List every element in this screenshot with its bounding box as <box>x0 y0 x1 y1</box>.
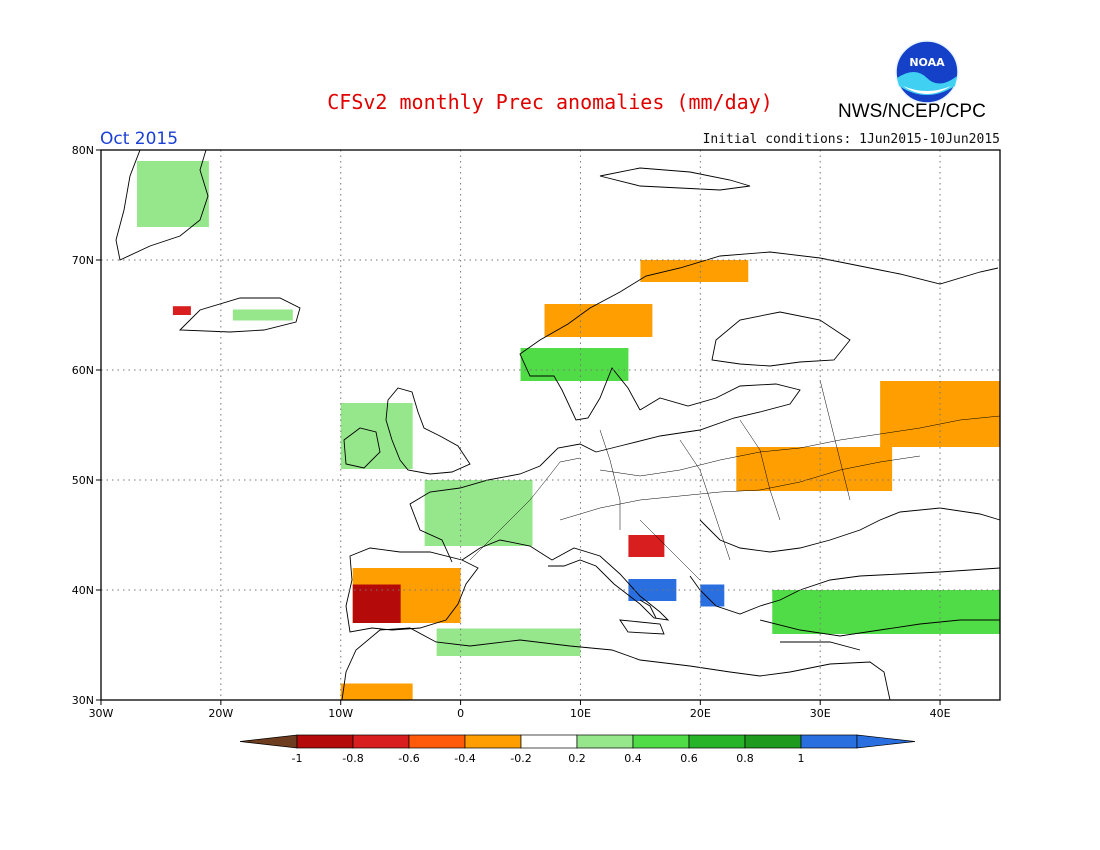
grid-lines <box>101 150 1000 700</box>
colorbar-swatch <box>632 734 690 749</box>
anomaly-region <box>352 584 401 623</box>
anomaly-region <box>640 260 749 282</box>
lon-tick-label: 20E <box>690 707 711 720</box>
anomaly-region <box>340 683 413 700</box>
colorbar-swatch <box>296 734 354 749</box>
colorbar-swatch <box>352 734 410 749</box>
anomaly-region <box>172 306 191 315</box>
anomaly-region <box>700 584 725 607</box>
colorbar-swatch <box>520 734 578 749</box>
lon-tick-label: 10W <box>328 707 353 720</box>
anomaly-cells <box>136 161 1000 700</box>
colorbar-label: 1 <box>798 752 805 765</box>
forecast-month: Oct 2015 <box>100 129 179 149</box>
lat-tick-label: 40N <box>72 584 94 597</box>
colorbar-swatch <box>800 734 858 749</box>
colorbar-label: -0.2 <box>510 752 531 765</box>
colorbar-label: 0.2 <box>568 752 586 765</box>
initial-conditions: Initial conditions: 1Jun2015-10Jun2015 <box>702 132 1000 147</box>
colorbar-swatch <box>688 734 746 749</box>
colorbar-label: -0.4 <box>454 752 475 765</box>
lat-tick-label: 80N <box>72 144 94 157</box>
country-borders <box>469 379 1001 581</box>
colorbar: -1 -0.8 -0.6 -0.4 -0.2 0.2 0.4 0.6 0.8 1 <box>239 734 916 765</box>
coastlines <box>115 149 1001 701</box>
colorbar-swatch <box>408 734 466 749</box>
lon-tick-label: 40E <box>930 707 951 720</box>
anomaly-region <box>736 447 893 491</box>
lon-tick-label: 10E <box>570 707 591 720</box>
anomaly-region <box>628 535 665 557</box>
lon-tick-label: 30E <box>810 707 831 720</box>
colorbar-swatch <box>464 734 522 749</box>
lat-tick-label: 70N <box>72 254 94 267</box>
lat-tick-label: 50N <box>72 474 94 487</box>
anomaly-region <box>520 348 629 381</box>
colorbar-arrow-low <box>239 734 298 749</box>
colorbar-arrow-high <box>856 734 916 749</box>
colorbar-swatch <box>576 734 634 749</box>
anomaly-region <box>232 309 293 321</box>
agency-label: NWS/NCEP/CPC <box>838 101 986 122</box>
anomaly-region <box>772 590 1000 634</box>
colorbar-label: -0.8 <box>342 752 363 765</box>
lon-tick-label: 20W <box>208 707 233 720</box>
anomaly-region <box>544 304 653 337</box>
map-frame <box>100 149 1001 701</box>
colorbar-label: -1 <box>292 752 303 765</box>
lon-tick-label: 0 <box>457 707 464 720</box>
anomaly-region <box>436 628 581 656</box>
lat-tick-label: 60N <box>72 364 94 377</box>
noaa-logo: NOAA <box>895 40 959 104</box>
logo-text: NOAA <box>909 56 945 69</box>
axis-ticks: 30W 20W 10W 0 10E 20E 30E 40E 30N 40N 50N 60N 70N 80N <box>72 144 951 720</box>
colorbar-label: 0.8 <box>736 752 754 765</box>
colorbar-label: 0.6 <box>680 752 698 765</box>
anomaly-region <box>136 161 209 227</box>
colorbar-label: -0.6 <box>398 752 419 765</box>
lat-tick-label: 30N <box>72 694 94 707</box>
chart-title: CFSv2 monthly Prec anomalies (mm/day) <box>327 90 773 114</box>
colorbar-swatch <box>744 734 802 749</box>
colorbar-label: 0.4 <box>624 752 642 765</box>
anomaly-region <box>424 480 533 546</box>
lon-tick-label: 30W <box>89 707 114 720</box>
